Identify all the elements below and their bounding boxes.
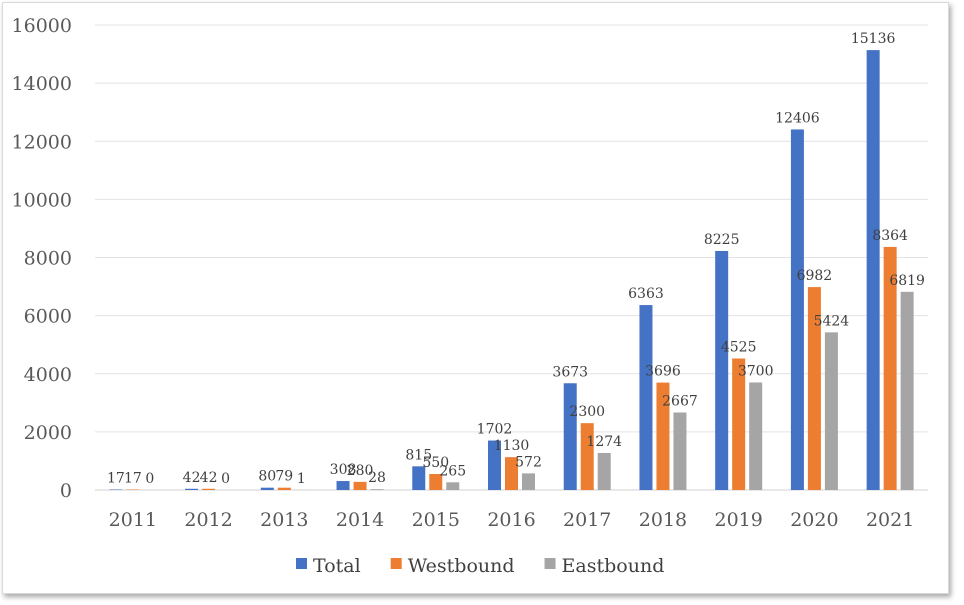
- data-label: 265: [439, 463, 466, 479]
- data-label: 308: [330, 462, 357, 478]
- data-label: 8225: [704, 232, 740, 248]
- bar: [673, 412, 687, 490]
- data-label: 3673: [552, 364, 588, 380]
- data-label: 1702: [477, 422, 513, 438]
- bars: [109, 50, 914, 491]
- x-tick-label: 2019: [715, 509, 763, 531]
- data-label: 0: [221, 471, 230, 487]
- data-label: 17: [107, 471, 125, 487]
- data-label: 6982: [797, 268, 833, 284]
- data-label: 79: [275, 469, 293, 485]
- y-tick-label: 8000: [24, 248, 72, 270]
- bar: [639, 305, 653, 490]
- data-label: 3700: [738, 363, 774, 379]
- grid-lines: [95, 24, 928, 491]
- legend-label: Westbound: [408, 555, 515, 577]
- y-tick-label: 0: [60, 480, 72, 502]
- data-label: 1274: [586, 434, 622, 450]
- y-tick-label: 4000: [24, 364, 72, 386]
- bar: [563, 383, 577, 490]
- data-label: 6819: [889, 273, 925, 289]
- data-label: 815: [405, 447, 432, 463]
- bar: [790, 129, 804, 490]
- bar: [370, 489, 384, 490]
- x-tick-label: 2021: [866, 509, 914, 531]
- bar: [446, 482, 460, 490]
- legend-label: Eastbound: [562, 555, 665, 577]
- x-tick-label: 2014: [336, 509, 384, 531]
- data-label: 280: [347, 463, 374, 479]
- data-label: 2300: [569, 404, 605, 420]
- bar: [866, 50, 880, 491]
- x-tick-label: 2011: [109, 509, 157, 531]
- data-label: 80: [258, 469, 276, 485]
- data-labels: 17 17 0 42 42 0 80 79 13082802881555026517021130…: [107, 31, 925, 487]
- bar: [412, 466, 426, 490]
- bar: [715, 250, 729, 490]
- data-label: 17: [124, 471, 142, 487]
- bar: [185, 488, 199, 490]
- y-tick-label: 12000: [12, 131, 72, 153]
- bar: [429, 474, 443, 490]
- bar: [580, 423, 594, 490]
- bar: [900, 291, 914, 490]
- data-label: 5424: [814, 313, 850, 329]
- x-tick-label: 2018: [639, 509, 687, 531]
- bar: [277, 487, 291, 490]
- data-label: 42: [183, 470, 201, 486]
- bar: [505, 457, 518, 490]
- bar: [260, 487, 274, 490]
- bar: [488, 440, 501, 490]
- y-tick-label: 6000: [24, 306, 72, 328]
- bar: [824, 332, 838, 490]
- bar: [749, 382, 763, 490]
- y-tick-label: 10000: [12, 189, 72, 211]
- data-label: 8364: [872, 228, 908, 244]
- data-label: 572: [515, 454, 542, 470]
- x-axis: 2011 2012 2013 2014 2015 2016 2017 2018 2019 2020…: [109, 509, 915, 531]
- data-label: 3696: [645, 364, 681, 380]
- y-tick-label: 14000: [12, 73, 72, 95]
- data-label: 1: [297, 471, 306, 487]
- data-label: 550: [422, 455, 449, 471]
- bar: [336, 481, 350, 490]
- bar: [522, 473, 535, 490]
- legend-label: Total: [313, 555, 361, 577]
- bar: [597, 452, 611, 490]
- legend-swatch: [390, 558, 402, 569]
- bar: [732, 358, 746, 490]
- bar: [807, 287, 821, 490]
- data-label: 15136: [851, 31, 896, 47]
- data-label: 6363: [628, 286, 664, 302]
- x-tick-label: 2016: [487, 509, 535, 531]
- bar: [656, 382, 670, 490]
- legend: Total Westbound Eastbound: [296, 555, 664, 577]
- data-label: 0: [145, 471, 154, 487]
- data-label: 42: [200, 470, 218, 486]
- bar: [883, 246, 897, 490]
- x-tick-label: 2013: [260, 509, 308, 531]
- data-label: 2667: [662, 393, 698, 409]
- data-label: 12406: [775, 110, 820, 126]
- y-tick-label: 2000: [24, 422, 72, 444]
- x-tick-label: 2015: [412, 509, 460, 531]
- legend-swatch: [544, 558, 556, 569]
- x-tick-label: 2017: [563, 509, 611, 531]
- legend-swatch: [296, 558, 307, 569]
- x-tick-label: 2012: [184, 509, 232, 531]
- data-label: 1130: [494, 438, 530, 454]
- y-axis: 0 2000 4000 6000 8000 10000 12000 14000 16000: [12, 15, 72, 502]
- y-tick-label: 16000: [12, 15, 72, 37]
- data-label: 4525: [721, 339, 757, 355]
- bar: [353, 481, 367, 490]
- bar: [202, 488, 216, 490]
- x-tick-label: 2020: [790, 509, 838, 531]
- data-label: 28: [368, 470, 386, 486]
